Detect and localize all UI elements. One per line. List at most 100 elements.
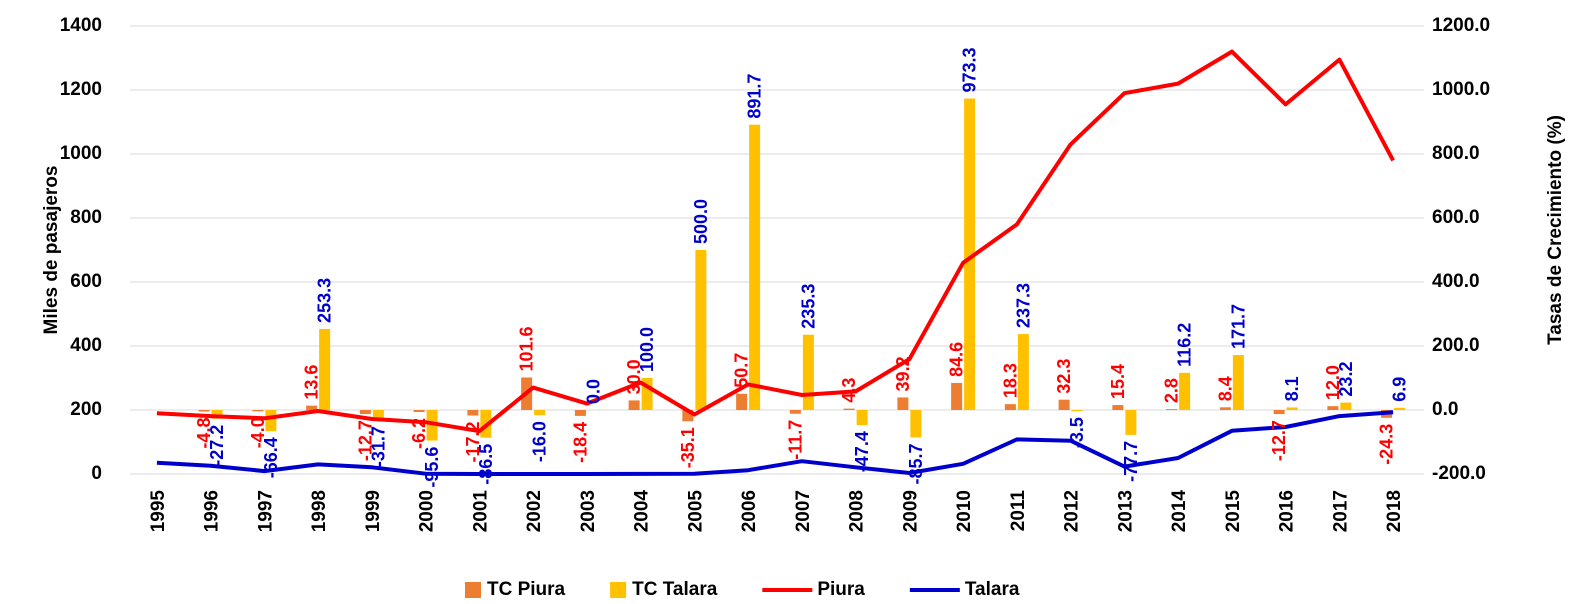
data-label: -18.4 <box>570 422 590 463</box>
bar <box>467 410 479 416</box>
data-label: -12.7 <box>355 420 375 461</box>
line <box>156 410 1394 476</box>
data-label: -66.4 <box>261 437 281 478</box>
y-tick-label: 0 <box>91 463 102 484</box>
y2-tick-label: 400.0 <box>1432 271 1480 292</box>
bar <box>1058 399 1070 410</box>
bar <box>534 410 546 416</box>
data-label: 0.0 <box>583 379 603 404</box>
data-label: 8.1 <box>1282 376 1302 401</box>
legend-swatch <box>465 582 481 598</box>
data-label: -27.2 <box>207 425 227 466</box>
data-label: 18.3 <box>1000 363 1020 398</box>
x-tick-label: 1999 <box>363 490 384 532</box>
data-label: 15.4 <box>1108 364 1128 399</box>
y-axis-title: Miles de pasajeros <box>41 166 62 335</box>
x-tick-label: 2018 <box>1384 490 1405 532</box>
x-tick-label: 1997 <box>255 490 276 532</box>
data-label: 101.6 <box>517 326 537 371</box>
data-label: 12.0 <box>1323 365 1343 400</box>
bar <box>252 410 264 412</box>
x-tick-label: 2000 <box>417 490 438 532</box>
bar <box>372 410 384 421</box>
bar <box>1004 404 1016 410</box>
x-tick-label: 1996 <box>202 490 223 532</box>
y-tick-label: 1000 <box>60 143 102 164</box>
legend-label: Talara <box>965 579 1020 600</box>
bar <box>1232 355 1244 410</box>
x-tick-label: 2001 <box>470 490 491 533</box>
data-label: 973.3 <box>960 47 980 92</box>
y2-tick-label: 1200.0 <box>1432 15 1490 36</box>
y2-tick-label: 200.0 <box>1432 335 1480 356</box>
data-label: -77.7 <box>1121 441 1141 482</box>
data-label: 100.0 <box>637 327 657 372</box>
x-tick-label: 2006 <box>739 490 760 532</box>
data-label: -4.8 <box>194 418 214 449</box>
data-label: -35.1 <box>678 427 698 468</box>
y-tick-label: 600 <box>70 271 102 292</box>
x-tick-label: 2007 <box>793 490 814 532</box>
data-label: 23.2 <box>1336 362 1356 397</box>
data-label: 500.0 <box>691 199 711 244</box>
x-tick-label: 1998 <box>309 490 330 532</box>
bar <box>1394 407 1406 410</box>
bar <box>736 393 748 410</box>
x-tick-label: 1995 <box>148 490 169 533</box>
bar <box>306 405 318 410</box>
x-tick-label: 2008 <box>847 490 868 532</box>
data-label: 8.4 <box>1215 376 1235 401</box>
data-label: -31.7 <box>368 426 388 467</box>
bar <box>951 382 963 410</box>
data-label: -6.2 <box>409 418 429 449</box>
x-tick-label: 2012 <box>1062 490 1083 532</box>
y-tick-label: 800 <box>70 207 102 228</box>
data-label: 13.6 <box>302 365 322 400</box>
bar <box>1327 406 1339 410</box>
bar <box>198 410 210 412</box>
data-label: 39.2 <box>893 356 913 391</box>
data-label: 116.2 <box>1175 323 1195 367</box>
bar <box>574 410 586 416</box>
data-label: 30.0 <box>624 359 644 394</box>
bar <box>1166 409 1178 410</box>
bar <box>265 410 277 432</box>
data-label: -86.5 <box>476 444 496 485</box>
x-tick-label: 2005 <box>685 490 706 533</box>
data-label: -85.7 <box>906 443 926 484</box>
data-label: -11.7 <box>785 420 805 460</box>
x-tick-label: 2004 <box>632 490 653 533</box>
bar <box>749 124 761 410</box>
y2-tick-label: 800.0 <box>1432 143 1480 164</box>
legend-swatch <box>610 582 627 598</box>
data-label: 2.8 <box>1162 378 1182 403</box>
x-tick-label: 2010 <box>954 490 975 532</box>
line <box>156 49 1395 434</box>
x-tick-label: 2011 <box>1008 490 1029 532</box>
bar <box>1112 405 1124 410</box>
bar <box>910 410 922 438</box>
legend-label: TC Talara <box>632 579 718 600</box>
data-label: -12.7 <box>1269 420 1289 461</box>
y2-tick-label: 1000.0 <box>1432 79 1490 100</box>
data-label: -17.2 <box>463 422 483 463</box>
bar <box>641 378 653 410</box>
y2-axis-title: Tasas de Crecimiento (%) <box>1545 115 1566 345</box>
bar <box>359 410 371 415</box>
data-label: 891.7 <box>745 74 765 119</box>
x-tick-label: 2014 <box>1169 490 1190 533</box>
data-label: 253.3 <box>315 278 335 323</box>
bar <box>1273 410 1285 415</box>
bar <box>1219 407 1231 410</box>
x-tick-label: 2009 <box>900 490 921 532</box>
y2-tick-label: 0.0 <box>1432 399 1458 420</box>
bar <box>319 328 331 410</box>
bar <box>856 410 868 426</box>
data-label: -47.4 <box>852 431 872 472</box>
bar <box>413 410 425 412</box>
bar <box>1125 410 1137 435</box>
bar <box>695 250 707 410</box>
data-label: -3.5 <box>1067 417 1087 448</box>
y-tick-label: 1200 <box>60 79 102 100</box>
data-label: 171.7 <box>1228 304 1248 349</box>
